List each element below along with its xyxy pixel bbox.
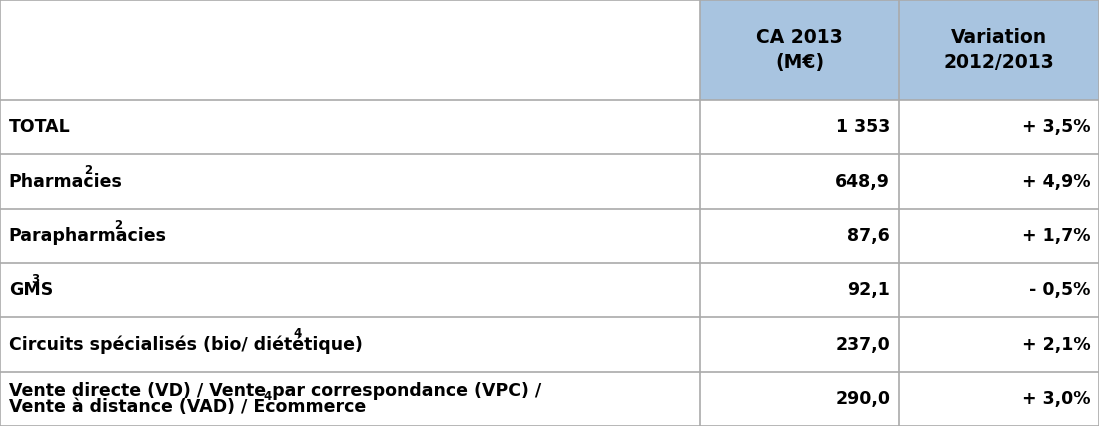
Text: 4: 4 — [293, 327, 302, 340]
Text: + 3,5%: + 3,5% — [1022, 118, 1090, 136]
Text: 3: 3 — [31, 273, 40, 286]
Text: 92,1: 92,1 — [847, 281, 890, 299]
Text: Vente à distance (VAD) / Ecommerce: Vente à distance (VAD) / Ecommerce — [9, 398, 366, 416]
Text: Variation
2012/2013: Variation 2012/2013 — [944, 28, 1054, 72]
Text: 2: 2 — [114, 219, 122, 232]
Bar — [700, 0, 1099, 100]
Text: 87,6: 87,6 — [847, 227, 890, 245]
Text: Vente directe (VD) / Vente par correspondance (VPC) /: Vente directe (VD) / Vente par correspon… — [9, 382, 541, 400]
Text: - 0,5%: - 0,5% — [1029, 281, 1090, 299]
Text: Pharmacies: Pharmacies — [9, 173, 123, 190]
Text: 2: 2 — [84, 164, 92, 178]
Text: 290,0: 290,0 — [835, 390, 890, 408]
Text: + 3,0%: + 3,0% — [1022, 390, 1090, 408]
Text: + 4,9%: + 4,9% — [1022, 173, 1090, 190]
Text: 4: 4 — [264, 390, 273, 403]
Text: GMS: GMS — [9, 281, 53, 299]
Text: + 2,1%: + 2,1% — [1022, 336, 1090, 354]
Text: Circuits spécialisés (bio/ diététique): Circuits spécialisés (bio/ diététique) — [9, 335, 363, 354]
Text: 648,9: 648,9 — [835, 173, 890, 190]
Text: TOTAL: TOTAL — [9, 118, 70, 136]
Text: + 1,7%: + 1,7% — [1022, 227, 1090, 245]
Text: 1 353: 1 353 — [836, 118, 890, 136]
Text: 237,0: 237,0 — [835, 336, 890, 354]
Text: Parapharmacies: Parapharmacies — [9, 227, 167, 245]
Text: CA 2013
(M€): CA 2013 (M€) — [756, 28, 843, 72]
